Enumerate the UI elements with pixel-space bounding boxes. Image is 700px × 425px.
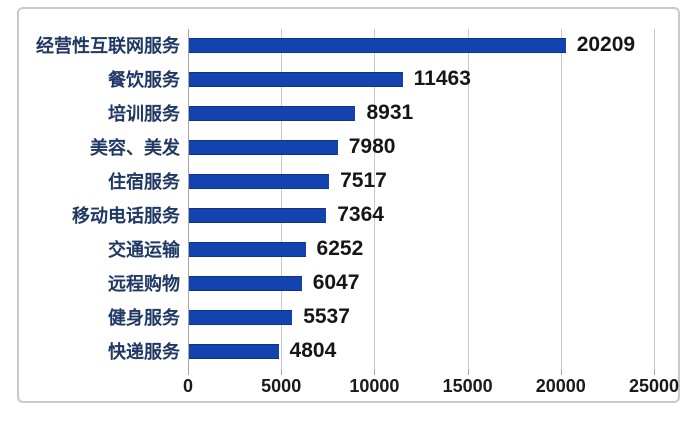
axis-tick <box>654 369 655 375</box>
gridline <box>281 29 283 369</box>
value-label: 7980 <box>348 135 396 159</box>
axis-tick <box>374 369 376 375</box>
category-label: 交通运输 <box>108 240 180 260</box>
gridline <box>467 29 469 369</box>
bar <box>189 208 327 223</box>
value-label: 6047 <box>312 271 360 295</box>
value-label: 4804 <box>289 339 337 363</box>
gridline <box>654 29 655 369</box>
category-label: 移动电话服务 <box>72 206 180 226</box>
bar <box>189 106 356 121</box>
gridline <box>374 29 376 369</box>
chart-frame: 经营性互联网服务餐饮服务培训服务美容、美发住宿服务移动电话服务交通运输远程购物健… <box>17 7 680 403</box>
bar <box>189 344 279 359</box>
bar-row: 11463 <box>189 63 654 97</box>
value-label: 8931 <box>366 101 414 125</box>
bar-row: 4804 <box>189 335 654 369</box>
bar <box>189 310 293 325</box>
category-label: 远程购物 <box>108 274 180 294</box>
bar-row: 5537 <box>189 301 654 335</box>
bar-row: 7980 <box>189 131 654 165</box>
axis-tick <box>467 369 469 375</box>
bar <box>189 242 306 257</box>
x-axis-tick-label: 5000 <box>261 376 302 396</box>
category-label: 餐饮服务 <box>108 70 180 90</box>
bar-row: 8931 <box>189 97 654 131</box>
bar <box>189 38 566 53</box>
x-axis-tick-label: 15000 <box>442 376 493 396</box>
category-label: 美容、美发 <box>90 138 180 158</box>
bar-row: 7364 <box>189 199 654 233</box>
bar-row: 6252 <box>189 233 654 267</box>
bar <box>189 140 338 155</box>
axis-tick <box>188 369 189 375</box>
value-label: 6252 <box>316 237 364 261</box>
category-label: 培训服务 <box>108 104 180 124</box>
value-label: 20209 <box>576 33 636 57</box>
category-label: 快递服务 <box>108 342 180 362</box>
bar-row: 6047 <box>189 267 654 301</box>
axis-tick <box>560 369 562 375</box>
x-axis-tick-label: 25000 <box>628 376 680 396</box>
axis-tick <box>281 369 283 375</box>
x-axis-tick-label: 0 <box>182 376 194 396</box>
bar <box>189 174 330 189</box>
category-label: 健身服务 <box>108 308 180 328</box>
value-label: 7364 <box>337 203 384 227</box>
value-label: 11463 <box>413 67 471 91</box>
bar-row: 7517 <box>189 165 654 199</box>
value-label: 7517 <box>340 169 387 193</box>
category-label: 住宿服务 <box>108 172 180 192</box>
gridline <box>560 29 562 369</box>
category-label: 经营性互联网服务 <box>36 36 180 56</box>
bar <box>189 72 403 87</box>
value-label: 5537 <box>303 305 350 329</box>
plot-area: 20209 11463 8931 7980 7517 7364 6252 6047 5537 48… <box>188 29 655 375</box>
bar <box>189 276 302 291</box>
x-axis-tick-label: 20000 <box>535 376 586 396</box>
bar-row: 20209 <box>189 29 654 63</box>
x-axis-tick-label: 10000 <box>349 376 400 396</box>
